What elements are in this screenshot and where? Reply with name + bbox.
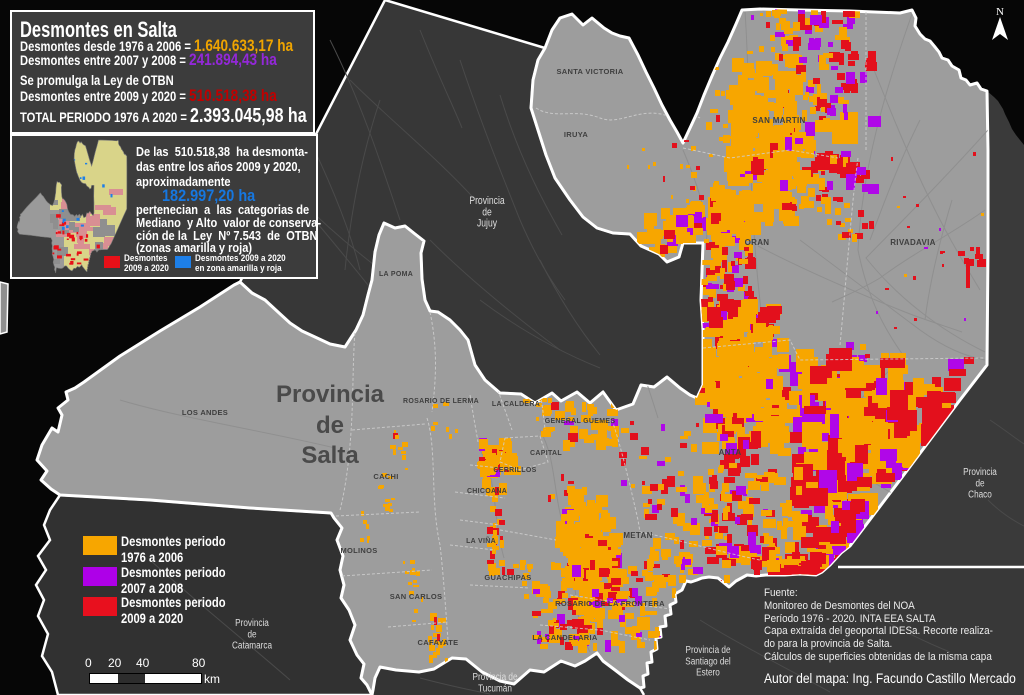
svg-text:Provincia: Provincia bbox=[963, 465, 997, 477]
svg-text:Provincia: Provincia bbox=[469, 195, 505, 207]
svg-text:ORAN: ORAN bbox=[745, 238, 770, 247]
svg-text:CAFAYATE: CAFAYATE bbox=[418, 638, 459, 647]
svg-text:IRUYA: IRUYA bbox=[564, 130, 588, 139]
svg-text:ANTA: ANTA bbox=[719, 448, 742, 457]
svg-text:N: N bbox=[996, 6, 1004, 18]
svg-text:LOS ANDES: LOS ANDES bbox=[182, 408, 228, 417]
svg-text:ROSARIO DE LERMA: ROSARIO DE LERMA bbox=[403, 398, 479, 405]
svg-text:Provincia: Provincia bbox=[235, 616, 269, 628]
svg-text:Catamarca: Catamarca bbox=[232, 639, 273, 651]
svg-text:SAN MARTIN: SAN MARTIN bbox=[752, 116, 805, 125]
svg-text:Salta: Salta bbox=[301, 442, 359, 469]
svg-text:de: de bbox=[247, 627, 256, 639]
svg-text:LA CALDERA: LA CALDERA bbox=[492, 401, 540, 408]
svg-text:MOLINOS: MOLINOS bbox=[340, 546, 377, 555]
svg-text:Provincia de: Provincia de bbox=[685, 643, 730, 655]
svg-text:Provincia: Provincia bbox=[276, 381, 385, 408]
svg-text:LA POMA: LA POMA bbox=[379, 271, 413, 278]
svg-text:CERRILLOS: CERRILLOS bbox=[493, 467, 536, 474]
svg-text:CAPITAL: CAPITAL bbox=[530, 450, 562, 457]
svg-text:Chaco: Chaco bbox=[968, 488, 992, 500]
svg-text:de: de bbox=[975, 476, 984, 488]
svg-text:GUACHIPAS: GUACHIPAS bbox=[484, 573, 531, 582]
svg-text:CHICOANA: CHICOANA bbox=[467, 488, 507, 495]
svg-text:ROSARIO DE LA FRONTERA: ROSARIO DE LA FRONTERA bbox=[555, 599, 665, 608]
svg-text:de: de bbox=[316, 412, 344, 439]
svg-text:Tucumán: Tucumán bbox=[478, 681, 512, 693]
svg-text:METAN: METAN bbox=[623, 531, 652, 540]
svg-text:GENERAL GUEMES: GENERAL GUEMES bbox=[545, 418, 616, 425]
svg-text:RIVADAVIA: RIVADAVIA bbox=[890, 238, 936, 247]
svg-text:de: de bbox=[482, 206, 492, 218]
svg-text:Estero: Estero bbox=[696, 666, 720, 678]
svg-text:Santiago del: Santiago del bbox=[685, 654, 731, 666]
svg-text:LA VIÑA: LA VIÑA bbox=[466, 536, 496, 545]
svg-text:SAN CARLOS: SAN CARLOS bbox=[390, 592, 443, 601]
svg-text:CACHI: CACHI bbox=[373, 472, 398, 481]
svg-text:LA CANDELARIA: LA CANDELARIA bbox=[532, 633, 598, 642]
svg-text:SANTA VICTORIA: SANTA VICTORIA bbox=[557, 67, 624, 76]
svg-text:Provincia de: Provincia de bbox=[472, 670, 517, 682]
svg-text:Jujuy: Jujuy bbox=[477, 218, 497, 230]
